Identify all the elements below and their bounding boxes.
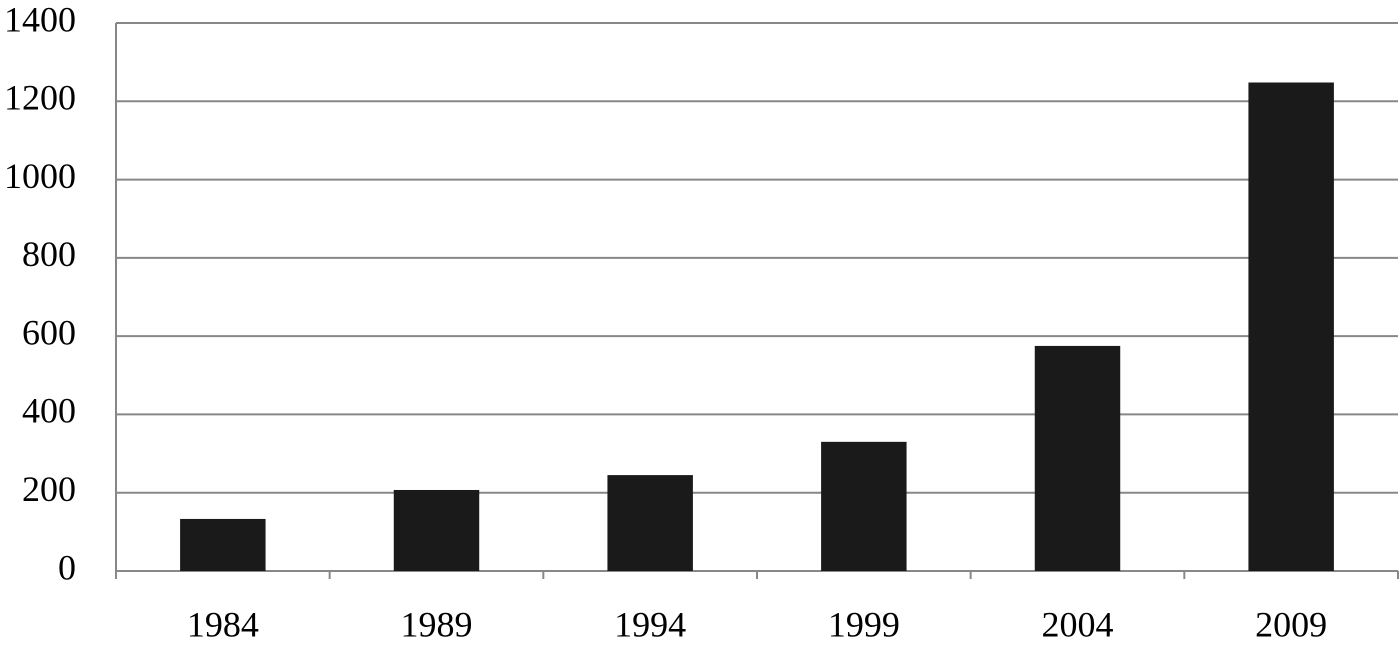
x-tick-label: 1999 <box>828 604 900 644</box>
x-tick-label: 1989 <box>401 604 473 644</box>
bar <box>1034 345 1121 571</box>
bar <box>180 518 266 571</box>
bar <box>1248 82 1334 572</box>
x-tick-label: 1994 <box>614 604 686 644</box>
x-tick-label: 1984 <box>187 604 259 644</box>
y-tick-label: 800 <box>22 234 76 274</box>
x-tick-label: 2004 <box>1042 604 1114 644</box>
bar <box>607 475 693 571</box>
y-tick-label: 600 <box>22 312 76 352</box>
y-tick-label: 0 <box>58 547 76 587</box>
y-tick-label: 1200 <box>4 78 76 118</box>
x-tick-label: 2009 <box>1255 604 1327 644</box>
bar <box>393 489 480 571</box>
bar <box>821 441 907 571</box>
y-tick-label: 1000 <box>4 156 76 196</box>
y-tick-label: 400 <box>22 391 76 431</box>
y-tick-label: 1400 <box>4 0 76 39</box>
y-tick-label: 200 <box>22 469 76 509</box>
